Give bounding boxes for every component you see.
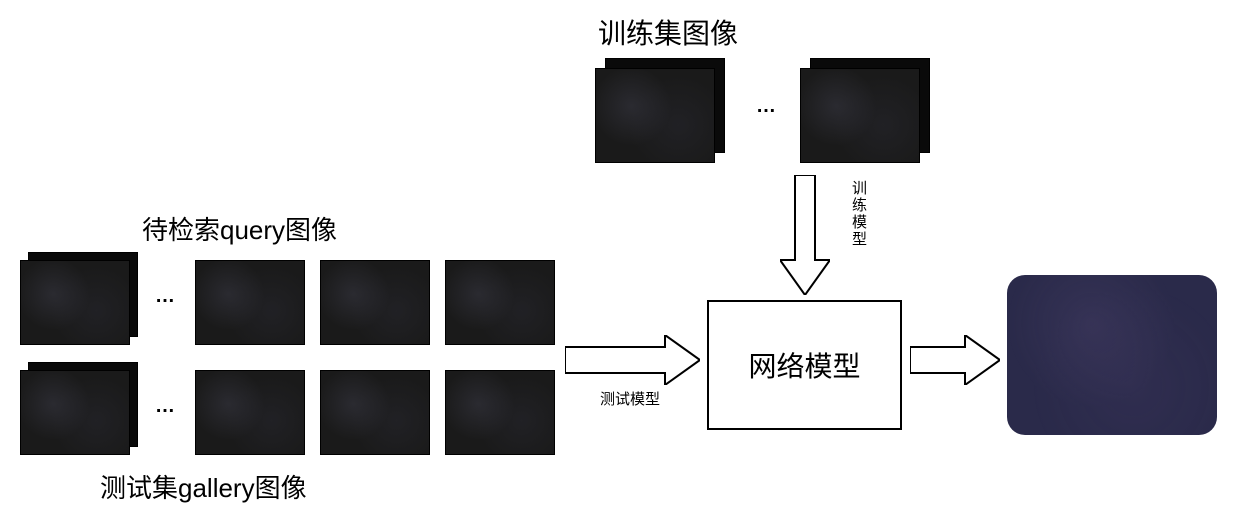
gallery-ellipsis: … (155, 395, 177, 418)
train-model-label: 训练模型 (848, 180, 869, 248)
gallery-thumb-3 (445, 370, 555, 455)
query-ellipsis: … (155, 285, 177, 308)
gallery-images-label: 测试集gallery图像 (100, 468, 307, 505)
test-arrow (565, 335, 700, 385)
query-thumb-1 (195, 260, 305, 345)
network-model-box: 网络模型 (707, 300, 902, 430)
query-thumb-3 (445, 260, 555, 345)
training-ellipsis: … (756, 95, 778, 118)
output-arrow (910, 335, 1000, 385)
gallery-thumb-2 (320, 370, 430, 455)
network-model-text: 网络模型 (748, 345, 860, 385)
gallery-thumb-1 (195, 370, 305, 455)
training-set-label: 训练集图像 (598, 12, 738, 52)
output-image-box (1007, 275, 1217, 435)
query-thumb-2 (320, 260, 430, 345)
test-model-label: 测试模型 (600, 388, 660, 409)
query-image-stack (20, 252, 138, 345)
training-image-stack-1 (595, 58, 725, 163)
training-image-stack-2 (800, 58, 930, 163)
train-arrow (780, 175, 830, 300)
query-images-label: 待检索query图像 (142, 210, 337, 247)
gallery-image-stack (20, 362, 138, 455)
